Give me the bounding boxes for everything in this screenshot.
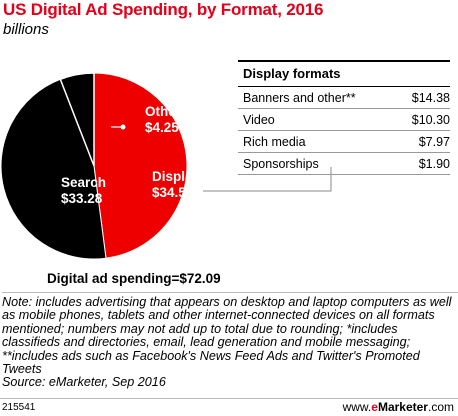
total-label: Digital ad spending=$72.09: [47, 271, 221, 286]
row-label: Rich media: [243, 134, 306, 149]
row-value: $1.90: [418, 156, 450, 171]
pie-chart: Other* $4.25 Display $34.56 Search $33.2…: [0, 72, 332, 260]
footnote: Note: includes advertising that appears …: [2, 292, 458, 390]
note-text: Note: includes advertising that appears …: [2, 295, 452, 377]
footer-divider: [0, 398, 458, 399]
table-row: Banners and other** $14.38: [238, 87, 450, 109]
brand-suffix: .com: [427, 400, 454, 414]
other-leader-dot: [120, 124, 126, 130]
row-value: $10.30: [411, 112, 450, 127]
table-header: Display formats: [238, 60, 450, 87]
slice-search: [0, 78, 107, 260]
label-other-value: $4.25: [145, 120, 179, 135]
brand-url[interactable]: www.eMarketer.com: [343, 400, 454, 414]
brand-e: e: [371, 400, 378, 414]
chart-id: 215541: [2, 402, 36, 413]
label-other-name: Other*: [145, 104, 187, 119]
display-formats-table: Display formats Banners and other** $14.…: [238, 60, 450, 175]
brand-name: Marketer: [377, 400, 428, 414]
label-search-name: Search: [61, 175, 106, 190]
brand-prefix: www.: [342, 400, 372, 414]
source-text: Source: eMarketer, Sep 2016: [2, 375, 166, 390]
slice-other: [59, 72, 95, 167]
label-search-value: $33.28: [61, 191, 103, 206]
chart-title: US Digital Ad Spending, by Format, 2016: [3, 0, 324, 19]
label-display-value: $34.56: [152, 185, 194, 200]
row-value: $14.38: [411, 90, 450, 105]
chart-subtitle: billions: [3, 21, 49, 38]
row-label: Banners and other**: [243, 90, 356, 105]
table-row: Sponsorships $1.90: [238, 153, 450, 175]
table-row: Video $10.30: [238, 109, 450, 131]
label-display-name: Display: [152, 169, 201, 184]
row-label: Video: [243, 112, 275, 127]
row-label: Sponsorships: [243, 156, 319, 171]
slice-display: [93, 72, 188, 259]
table-row: Rich media $7.97: [238, 131, 450, 153]
display-connector: [203, 167, 332, 192]
row-value: $7.97: [418, 134, 450, 149]
